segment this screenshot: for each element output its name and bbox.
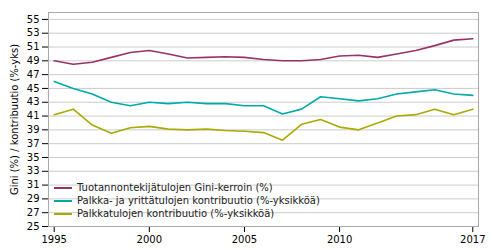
svg-text:35: 35 bbox=[27, 152, 40, 163]
svg-text:53: 53 bbox=[27, 27, 40, 38]
svg-text:39: 39 bbox=[27, 124, 40, 135]
html-text:Palkkatulojen kontribuutio (%-: Palkkatulojen kontribuutio (%-yksikköä) bbox=[77, 208, 275, 219]
svg-text:43: 43 bbox=[27, 96, 40, 107]
svg-text:41: 41 bbox=[27, 110, 40, 121]
svg-text:Gini (%) / kontribuutio (%-yks: Gini (%) / kontribuutio (%-yks) bbox=[9, 44, 20, 195]
svg-text:51: 51 bbox=[27, 41, 40, 52]
svg-text:45: 45 bbox=[27, 83, 40, 94]
svg-text:2005: 2005 bbox=[232, 234, 257, 245]
svg-text:1995: 1995 bbox=[41, 234, 66, 245]
html-text:Tuotannontekijätulojen Gini-ke: Tuotannontekijätulojen Gini-kerroin (%) bbox=[77, 182, 273, 193]
svg-text:25: 25 bbox=[27, 221, 40, 232]
svg-text:33: 33 bbox=[27, 165, 40, 176]
svg-text:49: 49 bbox=[27, 55, 40, 66]
svg-text:27: 27 bbox=[27, 207, 40, 218]
svg-text:31: 31 bbox=[27, 179, 40, 190]
svg-text:2017: 2017 bbox=[460, 234, 485, 245]
svg-text:2000: 2000 bbox=[137, 234, 162, 245]
svg-text:47: 47 bbox=[27, 69, 40, 80]
svg-text:29: 29 bbox=[27, 193, 40, 204]
svg-text:2010: 2010 bbox=[327, 234, 352, 245]
svg-text:55: 55 bbox=[27, 14, 40, 25]
html-text:Palkka- ja yrittätulojen kontr: Palkka- ja yrittätulojen kontribuutio (%… bbox=[77, 195, 320, 206]
svg-text:37: 37 bbox=[27, 138, 40, 149]
